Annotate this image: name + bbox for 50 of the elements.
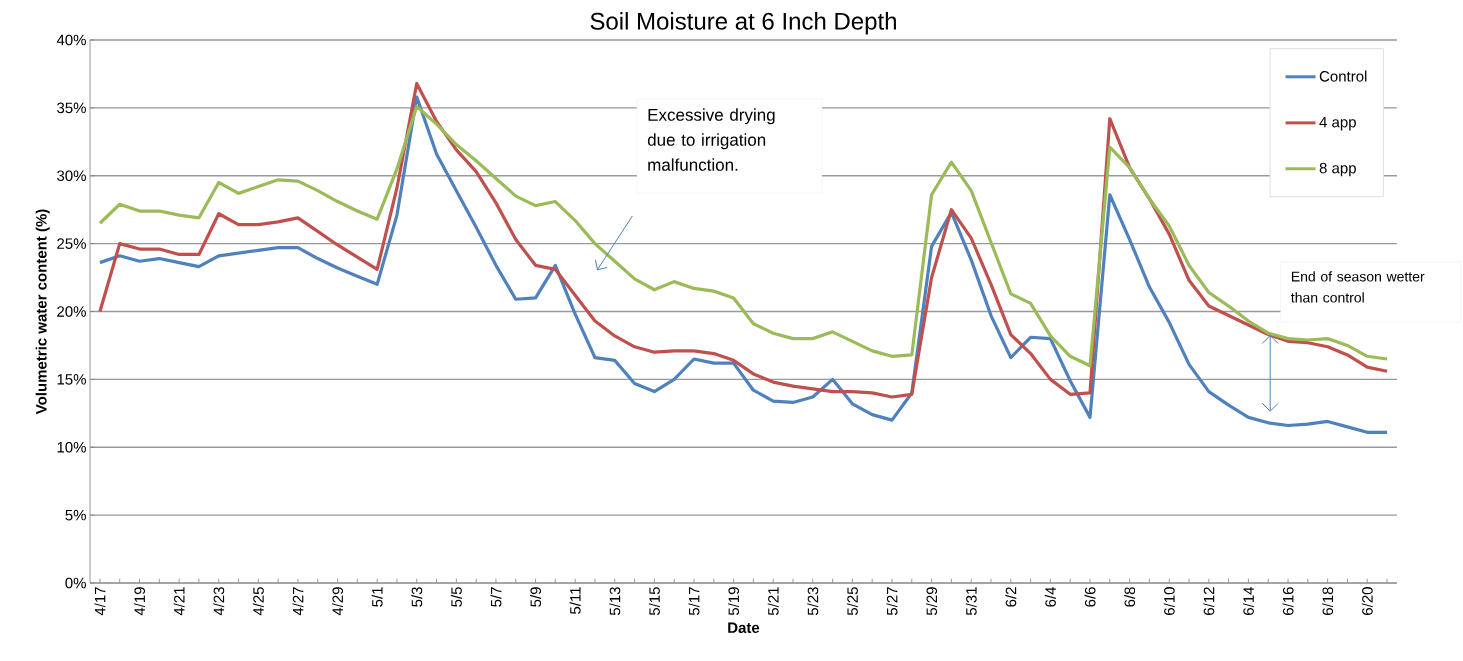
x-tick-label: 4/27 [292,587,304,616]
x-tick-label: 4/17 [94,587,106,616]
x-tick-label: 5/25 [846,587,858,616]
legend-label: Control [1319,70,1367,82]
y-tick-label: 0% [65,577,86,589]
x-tick-label: 5/7 [490,587,502,607]
y-tick-label: 35% [57,102,86,114]
y-tick-label: 40% [56,34,86,46]
y-tick-label: 5% [65,509,86,521]
x-tick-label: 5/15 [648,587,660,616]
x-tick-label: 5/19 [728,587,740,616]
x-tick-label: 5/21 [767,587,779,616]
x-tick-label: 6/14 [1242,586,1254,615]
y-tick-label: 25% [57,238,86,249]
chart-title: Soil Moisture at 6 Inch Depth [590,12,896,35]
y-tick-label: 20% [57,306,86,317]
x-tick-label: 6/6 [1084,587,1096,607]
x-tick-label: 6/8 [1124,587,1136,607]
x-tick-label: 5/3 [411,587,423,607]
x-tick-label: 5/1 [371,587,383,607]
annotation: Excessive drying due to irrigation malfunction. [647,108,775,171]
x-tick-label: 5/11 [569,587,581,614]
x-tick-label: 4/21 [173,587,185,616]
x-tick-label: 5/31 [965,587,977,616]
x-tick-label: 6/4 [1044,586,1056,607]
x-tick-label: 5/13 [609,587,621,616]
x-tick-label: 6/16 [1282,587,1294,615]
y-axis-title: Volumetric water content (%) [35,209,50,415]
annotation: End of season wetter than control [1291,271,1425,303]
x-tick-label: 5/17 [688,587,700,616]
legend-label: 4 app [1319,116,1356,131]
x-tick-label: 4/25 [252,587,264,616]
x-tick-label: 4/19 [134,587,146,616]
x-tick-label: 4/29 [332,587,344,616]
x-tick-label: 4/23 [213,587,225,616]
x-tick-label: 6/18 [1322,587,1334,615]
x-tick-label: 6/2 [1005,587,1017,607]
x-tick-label: 6/12 [1203,587,1215,615]
x-tick-label: 5/23 [807,587,819,616]
x-tick-label: 5/29 [926,587,938,616]
x-tick-label: 5/5 [450,587,462,607]
y-tick-label: 30% [57,170,86,182]
y-tick-label: 15% [57,374,86,385]
x-axis-title: Date [728,622,760,633]
x-tick-label: 5/27 [886,587,898,616]
x-tick-label: 6/20 [1361,587,1373,615]
legend-label: 8 app [1319,162,1356,177]
y-tick-label: 10% [57,441,86,453]
x-tick-label: 6/10 [1163,587,1175,615]
x-tick-label: 5/9 [530,587,542,607]
